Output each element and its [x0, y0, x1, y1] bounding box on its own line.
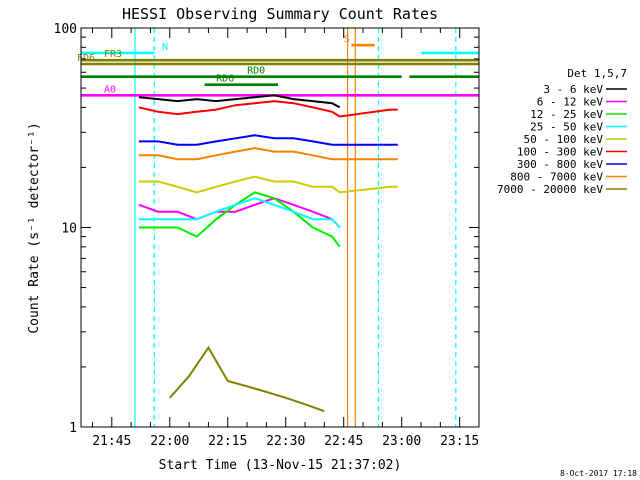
y-tick-label: 100 — [54, 22, 77, 37]
legend-title: Det 1,5,7 — [567, 67, 627, 80]
series-line — [138, 175, 398, 194]
series-line — [138, 94, 341, 109]
x-axis-label: Start Time (13-Nov-15 21:37:02) — [159, 458, 402, 473]
flag-label: RD0 — [247, 66, 265, 77]
series-line — [169, 345, 325, 413]
x-tick-label: 22:45 — [324, 434, 363, 449]
legend-entry-label: 12 - 25 keV — [530, 108, 603, 121]
timestamp: 8-Oct-2017 17:18 — [560, 469, 637, 478]
legend-entry-label: 7000 - 20000 keV — [497, 183, 603, 196]
series-line — [138, 134, 398, 146]
axis-ticks: 1 10 100 21:45 22:00 22:15 22:30 22:45 23:00 23:1… — [54, 22, 480, 449]
legend-entry-label: 3 - 6 keV — [543, 83, 603, 96]
legend-entry-label: 50 - 100 keV — [524, 133, 604, 146]
flag-label: S — [344, 34, 350, 45]
x-tick-label: 22:30 — [266, 434, 305, 449]
x-tick-label: 22:15 — [208, 434, 247, 449]
flag-label: N — [162, 42, 168, 53]
flag-label: A0 — [104, 84, 116, 95]
y-tick-label: 1 — [69, 421, 77, 436]
chart-title: HESSI Observing Summary Count Rates — [122, 5, 438, 23]
legend-entry-label: 300 - 800 keV — [517, 158, 603, 171]
x-tick-label: 23:00 — [382, 434, 421, 449]
x-tick-label: 23:15 — [440, 434, 479, 449]
series-line — [138, 147, 398, 161]
series-line — [138, 191, 341, 248]
x-tick-label: 22:00 — [150, 434, 189, 449]
legend-entry-label: 800 - 7000 keV — [510, 171, 603, 184]
flag-label: RD6 — [216, 74, 234, 85]
series-line — [138, 100, 398, 118]
legend-entry-label: 6 - 12 keV — [537, 96, 604, 109]
y-tick-label: 10 — [61, 222, 77, 237]
legend-entry-label: 25 - 50 keV — [530, 121, 603, 134]
x-tick-label: 21:45 — [92, 434, 131, 449]
legend-entry-label: 100 - 300 keV — [517, 146, 603, 159]
flag-label: FR3 — [104, 49, 122, 60]
y-axis-label: Count Rate (s⁻¹ detector⁻¹) — [27, 122, 42, 333]
series-line — [138, 197, 341, 229]
series-line — [138, 197, 341, 229]
